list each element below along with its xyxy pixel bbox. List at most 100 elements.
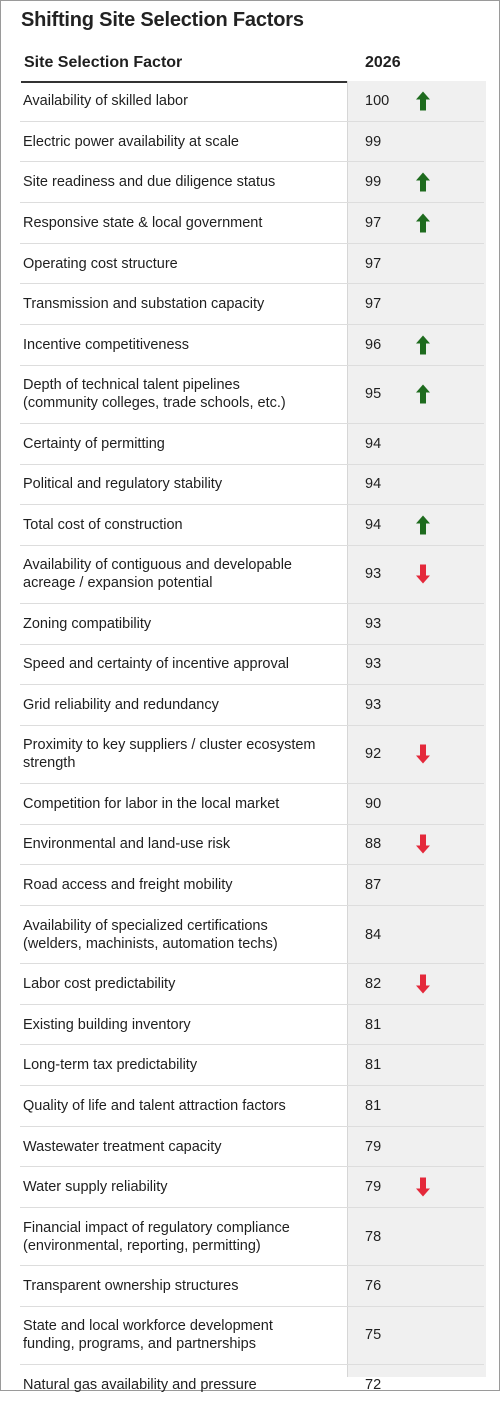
table-row: Availability of skilled labor 100 bbox=[20, 81, 484, 122]
arrow-down-icon bbox=[416, 1177, 430, 1197]
factor-label-line: Availability of contiguous and developab… bbox=[23, 557, 292, 574]
factor-value: 93 bbox=[365, 697, 382, 714]
factor-label-line: Proximity to key suppliers / cluster eco… bbox=[23, 737, 316, 754]
header-factor: Site Selection Factor bbox=[24, 54, 183, 71]
factor-label-line: Road access and freight mobility bbox=[23, 877, 233, 894]
factor-label-line: Quality of life and talent attraction fa… bbox=[23, 1097, 286, 1114]
table-row: Speed and certainty of incentive approva… bbox=[20, 645, 484, 686]
factor-value: 93 bbox=[365, 656, 382, 673]
factor-label-line: Speed and certainty of incentive approva… bbox=[23, 656, 290, 673]
factor-value: 81 bbox=[365, 1097, 382, 1114]
table-row: State and local workforce development fun… bbox=[20, 1307, 484, 1365]
factor-label: Labor cost predictability bbox=[23, 975, 341, 993]
factor-value: 96 bbox=[365, 336, 382, 353]
factor-label-line: Financial impact of regulatory complianc… bbox=[23, 1219, 290, 1236]
factor-label-line: Electric power availability at scale bbox=[23, 133, 239, 150]
factor-value: 90 bbox=[365, 795, 382, 812]
table-row: Quality of life and talent attraction fa… bbox=[20, 1086, 484, 1127]
factor-value: 97 bbox=[365, 214, 382, 231]
factor-label-line: Certainty of permitting bbox=[23, 435, 165, 452]
factor-value: 93 bbox=[365, 615, 382, 632]
factor-label-line: Long-term tax predictability bbox=[23, 1057, 198, 1074]
factor-value: 100 bbox=[365, 92, 390, 109]
factor-label: Political and regulatory stability bbox=[23, 475, 341, 493]
arrow-up-icon bbox=[416, 213, 430, 233]
factor-label-line: Depth of technical talent pipelines bbox=[23, 377, 240, 394]
factor-value: 87 bbox=[365, 877, 382, 894]
factor-label-line: Competition for labor in the local marke… bbox=[23, 795, 280, 812]
factor-value: 79 bbox=[365, 1179, 382, 1196]
factor-label: Transparent ownership structures bbox=[23, 1277, 341, 1295]
factor-label: State and local workforce development fun… bbox=[23, 1317, 341, 1353]
factor-label: Site readiness and due diligence status bbox=[23, 173, 341, 191]
factor-label-line: Zoning compatibility bbox=[23, 615, 152, 632]
factor-label-line: Operating cost structure bbox=[23, 255, 178, 272]
factor-label-line: Site readiness and due diligence status bbox=[23, 174, 276, 191]
factor-label-line: funding, programs, and partnerships bbox=[23, 1336, 256, 1353]
table-row: Availability of specialized certificatio… bbox=[20, 906, 484, 964]
header-year: 2026 bbox=[365, 54, 401, 71]
table-row: Proximity to key suppliers / cluster eco… bbox=[20, 726, 484, 784]
factor-label-line: Availability of specialized certificatio… bbox=[23, 917, 268, 934]
arrow-down-icon bbox=[416, 834, 430, 854]
table-row: Road access and freight mobility 87 bbox=[20, 865, 484, 906]
factor-value: 88 bbox=[365, 836, 382, 853]
arrow-up-icon bbox=[416, 335, 430, 355]
factor-value: 78 bbox=[365, 1228, 382, 1245]
table-row: Depth of technical talent pipelines (comm… bbox=[20, 366, 484, 424]
factor-label: Availability of specialized certificatio… bbox=[23, 917, 341, 953]
factor-value: 99 bbox=[365, 174, 382, 191]
factor-value: 72 bbox=[365, 1376, 382, 1393]
factor-label-line: Water supply reliability bbox=[23, 1179, 168, 1196]
table-row: Financial impact of regulatory complianc… bbox=[20, 1208, 484, 1267]
table-row: Political and regulatory stability 94 bbox=[20, 465, 484, 506]
factor-label-line: Incentive competitiveness bbox=[23, 336, 190, 353]
table-row: Transmission and substation capacity 97 bbox=[20, 284, 484, 326]
table-row: Existing building inventory 81 bbox=[20, 1005, 484, 1046]
factor-label: Grid reliability and redundancy bbox=[23, 696, 341, 714]
factor-label: Speed and certainty of incentive approva… bbox=[23, 655, 341, 673]
factor-label: Water supply reliability bbox=[23, 1178, 341, 1196]
factor-value: 94 bbox=[365, 476, 382, 493]
table-row: Incentive competitiveness 96 bbox=[20, 325, 484, 366]
factor-label: Electric power availability at scale bbox=[23, 133, 341, 151]
table-row: Labor cost predictability 82 bbox=[20, 964, 484, 1005]
factor-label: Long-term tax predictability bbox=[23, 1056, 341, 1074]
arrow-down-icon bbox=[416, 564, 430, 584]
arrow-up-icon bbox=[416, 384, 430, 404]
factor-value: 93 bbox=[365, 566, 382, 583]
factor-value: 75 bbox=[365, 1327, 382, 1344]
factor-label: Transmission and substation capacity bbox=[23, 295, 341, 313]
factor-label-line: Wastewater treatment capacity bbox=[23, 1138, 222, 1155]
arrow-down-icon bbox=[416, 974, 430, 994]
factor-label: Operating cost structure bbox=[23, 255, 341, 273]
chart-title: Shifting Site Selection Factors bbox=[21, 9, 304, 31]
factor-value: 82 bbox=[365, 975, 382, 992]
factor-label: Zoning compatibility bbox=[23, 615, 341, 633]
factor-value: 79 bbox=[365, 1138, 382, 1155]
table-row: Natural gas availability and pressure 72 bbox=[20, 1365, 484, 1405]
factor-label-line: State and local workforce development bbox=[23, 1318, 273, 1335]
value-column-background bbox=[347, 81, 486, 1377]
factor-value: 84 bbox=[365, 926, 382, 943]
table-row: Zoning compatibility 93 bbox=[20, 604, 484, 645]
table-row: Certainty of permitting 94 bbox=[20, 424, 484, 465]
table-row: Competition for labor in the local marke… bbox=[20, 784, 484, 825]
factor-label-line: Political and regulatory stability bbox=[23, 476, 223, 493]
factor-label: Incentive competitiveness bbox=[23, 336, 341, 354]
factor-value: 97 bbox=[365, 255, 382, 272]
factor-value: 95 bbox=[365, 386, 382, 403]
factor-label: Competition for labor in the local marke… bbox=[23, 795, 341, 813]
factor-label-line: Labor cost predictability bbox=[23, 975, 176, 992]
factor-label-line: (welders, machinists, automation techs) bbox=[23, 935, 278, 952]
factor-label: Total cost of construction bbox=[23, 516, 341, 534]
table-row: Responsive state & local government 97 bbox=[20, 203, 484, 244]
arrow-up-icon bbox=[416, 515, 430, 535]
factor-label-line: Responsive state & local government bbox=[23, 214, 263, 231]
table-body: Availability of skilled labor 100 Electric… bbox=[20, 81, 484, 1405]
table-row: Availability of contiguous and developab… bbox=[20, 546, 484, 604]
factor-label-line: Total cost of construction bbox=[23, 517, 183, 534]
table-row: Transparent ownership structures 76 bbox=[20, 1266, 484, 1307]
table-row: Electric power availability at scale 99 bbox=[20, 122, 484, 163]
factor-label: Natural gas availability and pressure bbox=[23, 1376, 341, 1394]
